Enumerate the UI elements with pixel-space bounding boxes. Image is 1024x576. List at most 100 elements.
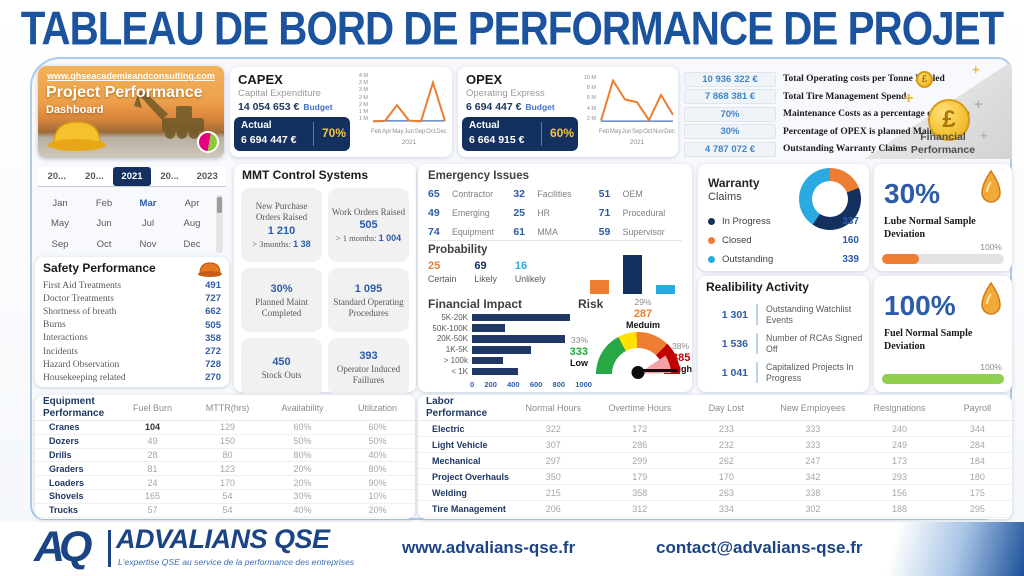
kpi-row: 10 936 322 € Total Operating costs per T… (684, 71, 1014, 87)
probability-bar (623, 255, 642, 294)
table-cell: 170 (219, 477, 236, 488)
fuel-card: 100% Fuel Normal Sample Deviation 100% (874, 276, 1012, 392)
month-scrollbar-thumb[interactable] (217, 197, 222, 213)
financial-impact-bar (472, 367, 518, 376)
safety-helmet-icon (198, 262, 222, 277)
emergency-item: 59 Supervisor (598, 226, 665, 238)
x-tick: Dec (664, 129, 675, 135)
table-cell: 175 (969, 487, 985, 498)
table-cell: 24 (147, 477, 158, 488)
email-link[interactable]: contact@advalians-qse.fr (656, 538, 863, 557)
pound-coin-large-icon: £ (928, 99, 970, 141)
table-row: Drills 28 80 80% 40% (35, 449, 415, 463)
financial-impact-bar (472, 335, 565, 343)
year-tab-20[interactable]: 20... (160, 171, 179, 182)
x-tick: May (392, 129, 404, 135)
month-jan[interactable]: Jan (52, 197, 68, 209)
opex-year-label: 2021 (629, 139, 645, 146)
kpi-label: Total Operating costs per Tonne Hauled (783, 74, 945, 84)
table-cell: 263 (718, 487, 734, 498)
x-tick: Nov (653, 129, 664, 135)
table-cell: 40% (293, 505, 312, 516)
fuel-label: Fuel Normal Sample Deviation (884, 328, 973, 352)
legend-dot-icon (708, 218, 715, 225)
mmt-tile: 393 Operator Induced Faillures (328, 338, 409, 396)
fuel-percent: 100% (884, 290, 956, 321)
financial-impact-row: 20K-50K (428, 334, 570, 345)
kpi-label: Outstanding Warranty Claims (783, 144, 907, 154)
safety-value: 270 (205, 372, 221, 384)
safety-label: Incidents (43, 346, 78, 357)
table-cell: 206 (545, 504, 561, 515)
mmt-tile: 450 Stock Outs (241, 338, 322, 396)
capex-budget-value: 14 054 653 € (238, 101, 300, 113)
table-cell: 188 (891, 504, 907, 515)
y-tick: 2 M (586, 115, 596, 122)
year-tab-20[interactable]: 20... (85, 171, 104, 182)
x-tick: Sep (414, 129, 426, 135)
row-name: Trucks (49, 505, 79, 516)
table-cell: 156 (891, 487, 907, 498)
month-aug[interactable]: Aug (183, 218, 201, 230)
month-jul[interactable]: Jul (141, 218, 155, 230)
risk-title: Risk (578, 297, 604, 311)
mmt-tile: New Purchase Orders Raised 1 210 > 3month… (241, 188, 322, 262)
table-cell: 307 (545, 439, 561, 450)
table-cell: 173 (891, 455, 907, 466)
probability-stat: 16 Unlikely (514, 260, 546, 284)
opex-subtitle: Operating Express (466, 88, 545, 99)
month-jun[interactable]: Jun (96, 218, 112, 230)
reliability-title: Realibility Activity (706, 280, 809, 294)
opex-actual-label: Actual (469, 120, 500, 131)
probability-bar (656, 285, 675, 294)
month-dec[interactable]: Dec (183, 239, 201, 251)
month-sep[interactable]: Sep (51, 239, 69, 251)
month-nov[interactable]: Nov (139, 239, 157, 251)
hero-url-link[interactable]: www.qhseacademieandconsulting.com (47, 71, 215, 81)
month-apr[interactable]: Apr (184, 197, 200, 209)
warranty-legend-row: Closed 160 (708, 231, 859, 250)
website-link[interactable]: www.advalians-qse.fr (402, 538, 576, 557)
equipment-table: Equipment Performance Fuel Burn MTTR(hrs) Av… (35, 395, 415, 519)
table-cell: 30% (293, 491, 312, 502)
financial-impact-bar (472, 313, 570, 322)
month-feb[interactable]: Feb (95, 197, 113, 209)
warranty-card: Warranty Claims In Progress 337 Closed 160… (698, 164, 869, 271)
table-cell: 129 (219, 422, 236, 433)
safety-row: Shortness of breath 662 (43, 305, 221, 318)
table-column-header: MTTR(hrs) (205, 402, 250, 413)
y-tick: 3 M (358, 87, 368, 94)
labor-table-header: Labor Performance Normal Hours Overtime Hou… (418, 395, 1012, 421)
table-cell: 20% (293, 477, 312, 488)
month-scrollbar[interactable] (216, 195, 223, 253)
emergency-item: 61 MMA (513, 226, 558, 238)
x-tick: Jun (621, 129, 632, 135)
year-tab-2023[interactable]: 2023 (196, 171, 218, 182)
year-tab-20[interactable]: 20... (47, 171, 67, 182)
lube-card: 30% Lube Normal Sample Deviation 100% (874, 164, 1012, 271)
opex-budget-label: Budget (525, 102, 555, 112)
x-tick: Sep (631, 129, 643, 135)
kpi-label: Percentage of OPEX is planned Maintenanc… (783, 126, 966, 137)
kpi-row: 4 787 072 € Outstanding Warranty Claims (684, 141, 1014, 157)
table-cell: 80% (368, 463, 387, 474)
table-cell: 123 (219, 463, 236, 474)
table-row: Trucks 57 54 40% 20% (35, 504, 415, 518)
opex-y-axis: 10 M 8 M 6 M 4 M 2 M (580, 73, 596, 124)
table-cell: 333 (805, 439, 821, 450)
kpi-value: 7 868 381 € (684, 89, 776, 104)
table-cell: 334 (718, 504, 734, 515)
emergency-item: 25 HR (513, 207, 551, 219)
month-oct[interactable]: Oct (96, 239, 112, 251)
probability-stat: 69 Likely (474, 260, 497, 284)
year-tab-2021[interactable]: 2021 (113, 167, 151, 186)
month-mar[interactable]: Mar (139, 197, 157, 209)
table-cell: 170 (718, 471, 734, 482)
safety-card: Safety Performance First Aid Treatments … (35, 257, 229, 387)
probability-bar-chart (590, 254, 682, 294)
hero-title: Project Performance (46, 84, 203, 101)
warranty-legend-row: In Progress 337 (708, 212, 859, 231)
month-may[interactable]: May (51, 218, 69, 230)
footer: AQ ADVALIANS QSE L'expertise QSE au serv… (0, 522, 1024, 576)
capex-year-label: 2021 (401, 139, 417, 146)
